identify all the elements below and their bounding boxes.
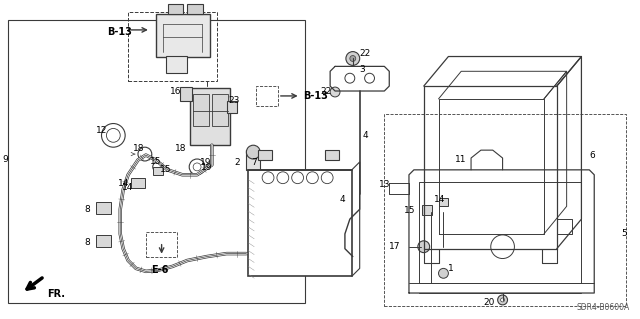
Circle shape: [292, 172, 303, 184]
Circle shape: [330, 87, 340, 97]
Circle shape: [307, 172, 318, 184]
Text: 3: 3: [360, 65, 365, 74]
Text: 5: 5: [621, 229, 627, 238]
Bar: [153, 167, 163, 175]
Text: 9: 9: [2, 155, 8, 165]
Bar: [325, 150, 339, 160]
Bar: [168, 4, 183, 14]
Text: 11: 11: [455, 155, 467, 165]
Bar: [95, 202, 111, 214]
Bar: [131, 178, 145, 188]
Text: 19: 19: [201, 163, 212, 172]
Text: 23: 23: [228, 96, 240, 105]
Bar: [256, 86, 278, 106]
Text: 14: 14: [118, 179, 130, 188]
Text: SDR4-B0600A: SDR4-B0600A: [577, 303, 630, 312]
Text: 1: 1: [449, 264, 454, 273]
Text: 15: 15: [150, 158, 161, 167]
Circle shape: [277, 172, 289, 184]
Text: 18: 18: [133, 144, 145, 153]
Circle shape: [106, 129, 120, 142]
Circle shape: [418, 241, 429, 253]
Circle shape: [365, 73, 374, 83]
Text: 6: 6: [589, 151, 595, 160]
Bar: [193, 94, 209, 125]
Bar: [438, 198, 449, 206]
Bar: [248, 170, 352, 276]
Circle shape: [350, 56, 356, 62]
Text: 22: 22: [320, 87, 332, 96]
Text: 14: 14: [434, 195, 445, 204]
Circle shape: [321, 172, 333, 184]
Circle shape: [189, 159, 205, 175]
Circle shape: [345, 73, 355, 83]
Text: B-13: B-13: [303, 91, 328, 101]
Circle shape: [500, 298, 504, 302]
Text: 8: 8: [84, 205, 90, 214]
Bar: [188, 4, 203, 14]
Text: 22: 22: [360, 49, 371, 58]
Bar: [128, 12, 217, 81]
Text: FR.: FR.: [47, 289, 65, 299]
Circle shape: [246, 145, 260, 159]
Text: 7: 7: [252, 159, 257, 167]
Bar: [146, 232, 177, 256]
Text: E-6: E-6: [151, 265, 168, 275]
Bar: [422, 205, 431, 215]
Text: 18: 18: [175, 144, 187, 153]
Bar: [8, 20, 305, 303]
Text: 20: 20: [483, 298, 494, 308]
Bar: [246, 150, 260, 170]
Circle shape: [498, 295, 508, 305]
Text: 15: 15: [404, 206, 415, 215]
Bar: [190, 88, 230, 145]
Circle shape: [491, 235, 515, 258]
Bar: [156, 14, 210, 56]
Circle shape: [153, 162, 163, 172]
Bar: [227, 101, 237, 113]
Text: 17: 17: [389, 242, 401, 251]
Text: 13: 13: [380, 180, 391, 189]
Text: B-13: B-13: [108, 27, 132, 37]
Circle shape: [138, 147, 152, 161]
Bar: [166, 56, 188, 73]
Bar: [212, 94, 228, 125]
Text: 12: 12: [95, 126, 107, 135]
Bar: [180, 87, 192, 101]
Text: 4: 4: [363, 131, 368, 140]
Bar: [95, 235, 111, 247]
Circle shape: [438, 268, 449, 278]
Text: 8: 8: [84, 238, 90, 247]
Text: 15: 15: [159, 165, 171, 174]
Text: 19: 19: [200, 159, 212, 167]
Text: 14: 14: [122, 183, 134, 192]
Bar: [258, 150, 272, 160]
Circle shape: [262, 172, 274, 184]
Bar: [385, 114, 626, 306]
Text: 16: 16: [170, 86, 181, 95]
Circle shape: [346, 52, 360, 65]
Text: 2: 2: [234, 159, 240, 167]
Circle shape: [193, 163, 201, 171]
Circle shape: [102, 123, 125, 147]
Text: 4: 4: [340, 195, 346, 204]
